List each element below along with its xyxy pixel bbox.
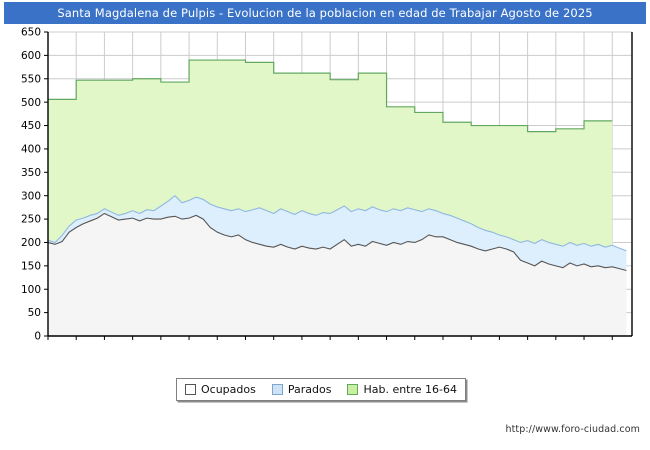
x-tick-label: 2025 — [612, 343, 639, 344]
series-line-ocupados — [47, 212, 627, 272]
x-tick-label: 2005 — [48, 343, 75, 344]
x-tick-label: 2012 — [245, 343, 272, 344]
y-tick-label: 650 — [21, 27, 41, 39]
y-tick-label: 400 — [21, 144, 41, 156]
x-tick-label: 2006 — [76, 343, 103, 344]
series-line-parados — [47, 194, 627, 252]
x-tick-label: 2018 — [414, 343, 441, 344]
chart-legend: Ocupados Parados Hab. entre 16-64 — [176, 378, 467, 401]
series-line-hab-16-64 — [48, 59, 613, 133]
y-tick-label: 500 — [21, 97, 41, 109]
x-tick-label: 2019 — [443, 343, 470, 344]
legend-item-hab-16-64[interactable]: Hab. entre 16-64 — [347, 383, 457, 396]
legend-swatch-ocupados — [185, 384, 196, 395]
y-tick-label: 250 — [21, 214, 41, 226]
legend-item-ocupados[interactable]: Ocupados — [185, 383, 256, 396]
y-tick-label: 600 — [21, 50, 41, 62]
legend-label-parados: Parados — [287, 383, 332, 396]
x-tick-label: 2013 — [273, 343, 300, 344]
x-tick-label: 2009 — [160, 343, 187, 344]
chart-title-bar: Santa Magdalena de Pulpis - Evolucion de… — [4, 2, 646, 24]
x-tick-label: 2007 — [104, 343, 131, 344]
y-tick-label: 350 — [21, 167, 41, 179]
series-area-ocupados — [48, 213, 627, 336]
page-title: Santa Magdalena de Pulpis - Evolucion de… — [57, 6, 593, 20]
y-tick-label: 50 — [28, 307, 41, 319]
x-tick-label: 2008 — [132, 343, 159, 344]
x-tick-label: 2014 — [302, 343, 329, 344]
x-tick-label: 2020 — [471, 343, 498, 344]
legend-swatch-parados — [271, 384, 283, 395]
x-tick-label: 2015 — [330, 343, 357, 344]
legend-label-ocupados: Ocupados — [201, 383, 256, 396]
y-tick-label: 100 — [21, 284, 41, 296]
y-tick-label: 450 — [21, 120, 41, 132]
plot-area: 0 50 100 150 200 250 300 350 400 450 500 550 600 650 2… — [0, 24, 650, 355]
legend-swatch-hab-16-64 — [347, 384, 359, 395]
y-tick-label: 300 — [21, 190, 41, 202]
x-tick-label: 2024 — [584, 343, 611, 344]
y-tick-label: 0 — [34, 331, 41, 343]
legend-item-parados[interactable]: Parados — [271, 383, 332, 396]
x-tick-label: 2022 — [527, 343, 554, 344]
legend-label-hab-16-64: Hab. entre 16-64 — [363, 383, 458, 396]
x-tick-label: 2023 — [555, 343, 582, 344]
x-tick-label: 2010 — [189, 343, 216, 344]
x-tick-label: 2016 — [358, 343, 385, 344]
y-tick-label: 150 — [21, 260, 41, 272]
x-tick-label: 2011 — [217, 343, 244, 344]
y-tick-label: 200 — [21, 237, 41, 249]
source-url[interactable]: http://www.foro-ciudad.com — [505, 424, 640, 435]
plot-svg: 0 50 100 150 200 250 300 350 400 450 500 550 600 650 2… — [21, 27, 639, 355]
x-tick-label: 2021 — [499, 343, 526, 344]
y-tick-label: 550 — [21, 73, 41, 85]
x-tick-label: 2017 — [386, 343, 413, 344]
